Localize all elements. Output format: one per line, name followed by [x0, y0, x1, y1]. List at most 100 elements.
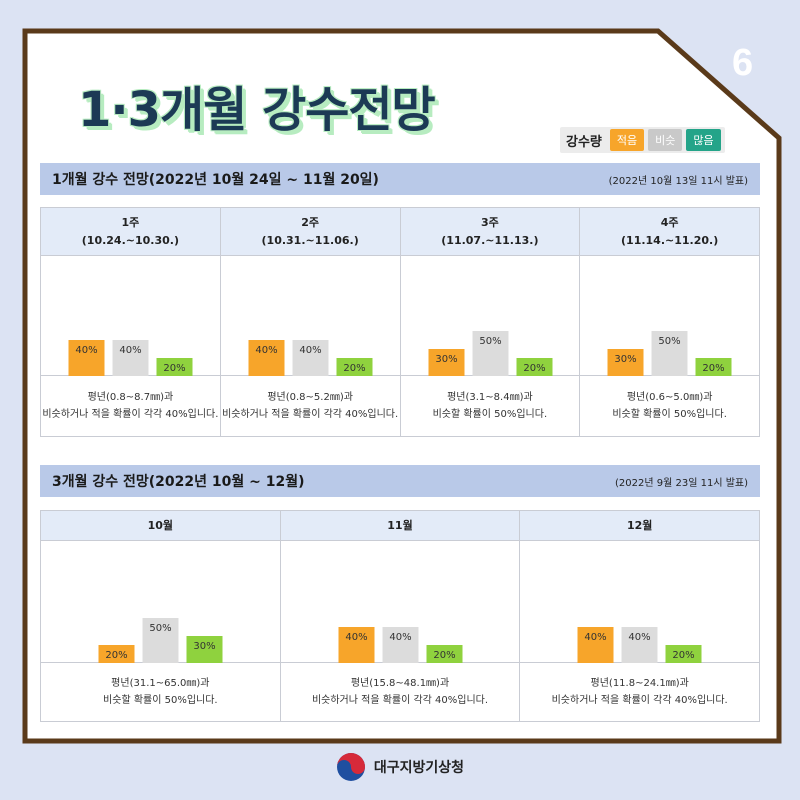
- description-line: 비슷할 확률이 50%입니다.: [103, 695, 218, 706]
- panel-chart: 40% 40% 20%: [520, 541, 760, 663]
- bar-above: [156, 358, 193, 376]
- panel-label: 11월: [387, 518, 413, 532]
- bar-above: [665, 645, 702, 663]
- description-line: 비슷하거나 적을 확률이 각각 40%입니다.: [311, 695, 489, 706]
- panel-period: (11.14.~11.20.): [621, 233, 719, 247]
- bar-above: [426, 645, 463, 663]
- panel-label: 10월: [147, 518, 174, 532]
- bar-chart: 40% 40% 20%: [248, 340, 373, 376]
- section-2-header: 3개월 강수 전망(2022년 10월 ~ 12월) (2022년 9월 23일…: [40, 465, 760, 497]
- forecast-panel: 2주 (10.31.~11.06.) 40% 40% 20% 평년(0.8~5.2㎜)과 비…: [220, 208, 401, 436]
- description-line: 평년(0.8~8.7㎜)과: [87, 392, 174, 403]
- description-line: 평년(15.8~48.1㎜)과: [350, 678, 450, 689]
- bar-label: 30%: [615, 354, 637, 365]
- section-2-note: (2022년 9월 23일 11시 발표): [615, 477, 748, 489]
- panel-chart: 40% 40% 20%: [41, 256, 220, 376]
- bar-label: 40%: [629, 632, 651, 643]
- panel-label: 1주: [121, 216, 140, 230]
- description-line: 평년(11.8~24.1㎜)과: [590, 678, 689, 689]
- bar-label: 20%: [163, 363, 185, 374]
- bar-label: 20%: [523, 363, 545, 374]
- bar-label: 20%: [433, 650, 455, 661]
- description-line: 평년(31.1~65.0㎜)과: [111, 678, 210, 689]
- bar-normal: [382, 627, 419, 663]
- bar-label: 20%: [343, 363, 365, 374]
- description-line: 비슷하거나 적을 확률이 각각 40%입니다.: [42, 409, 219, 420]
- bar-chart: 20% 50% 30%: [98, 618, 223, 663]
- section-1-title: 1개월 강수 전망(2022년 10월 24일 ~ 11월 20일): [52, 172, 379, 188]
- description-line: 비슷할 확률이 50%입니다.: [612, 409, 727, 420]
- description-line: 비슷하거나 적을 확률이 각각 40%입니다.: [551, 695, 728, 706]
- description-line: 평년(3.1~8.4㎜)과: [447, 392, 533, 403]
- panel-label: 3주: [480, 216, 499, 230]
- bar-below: [98, 645, 135, 663]
- panel-label: 4주: [660, 216, 679, 230]
- legend: 강수량 적음 비슷 많음: [560, 127, 725, 153]
- page-title: 1·3개월 강수전망: [78, 82, 436, 138]
- bar-label: 40%: [585, 632, 607, 643]
- taegeuk-icon: [336, 753, 365, 781]
- bar-label: 40%: [119, 345, 141, 356]
- bar-label: 20%: [673, 650, 695, 661]
- bar-below: [338, 627, 375, 663]
- description-line: 평년(0.6~5.0㎜)과: [626, 392, 713, 403]
- bar-chart: 40% 40% 20%: [577, 627, 702, 663]
- bar-label: 50%: [479, 336, 501, 347]
- bar-chart: 30% 50% 20%: [607, 331, 732, 376]
- bar-label: 40%: [389, 632, 411, 643]
- panel-header: 4주 (11.14.~11.20.): [580, 208, 759, 256]
- panel-period: (10.31.~11.06.): [261, 233, 359, 247]
- panel-chart: 30% 50% 20%: [580, 256, 759, 376]
- section-1-note: (2022년 10월 13일 11시 발표): [608, 175, 748, 187]
- bar-label: 50%: [659, 336, 681, 347]
- bar-chart: 40% 40% 20%: [68, 340, 193, 376]
- bar-label: 20%: [105, 650, 127, 661]
- bar-normal: [112, 340, 149, 376]
- bar-chart: 30% 50% 20%: [428, 331, 552, 376]
- description-line: 비슷하거나 적을 확률이 각각 40%입니다.: [222, 409, 399, 420]
- bar-below: [248, 340, 285, 376]
- bar-above: [695, 358, 732, 376]
- panel-period: (10.24.~10.30.): [81, 233, 179, 247]
- footer: 대구지방기상청: [0, 752, 800, 782]
- panel-chart: 40% 40% 20%: [220, 256, 400, 376]
- legend-title: 강수량: [566, 134, 602, 150]
- panel-header: 12월: [520, 511, 760, 541]
- bar-normal: [651, 331, 688, 376]
- panel-header: 10월: [41, 511, 280, 541]
- panel-chart: 20% 50% 30%: [41, 541, 280, 663]
- legend-item-normal: 비슷: [648, 129, 683, 151]
- bar-label: 50%: [149, 623, 171, 634]
- panel-chart: 30% 50% 20%: [400, 256, 580, 376]
- description-line: 비슷할 확률이 50%입니다.: [432, 409, 548, 420]
- panel-header: 2주 (10.31.~11.06.): [220, 208, 400, 256]
- legend-item-above: 많음: [686, 129, 721, 151]
- bar-label: 40%: [75, 345, 97, 356]
- bar-label: 20%: [703, 363, 725, 374]
- legend-item-below: 적음: [609, 129, 645, 151]
- bar-chart: 40% 40% 20%: [338, 627, 463, 663]
- bar-below: [607, 349, 644, 376]
- panel-period: (11.07.~11.13.): [441, 233, 539, 247]
- page-number: 6: [732, 42, 754, 84]
- bar-below: [428, 349, 464, 376]
- bar-label: 30%: [435, 354, 457, 365]
- bar-above: [186, 636, 223, 663]
- panel-label: 12월: [626, 518, 653, 532]
- panel-header: 1주 (10.24.~10.30.): [41, 208, 220, 256]
- bar-label: 40%: [345, 632, 367, 643]
- bar-label: 30%: [193, 641, 215, 652]
